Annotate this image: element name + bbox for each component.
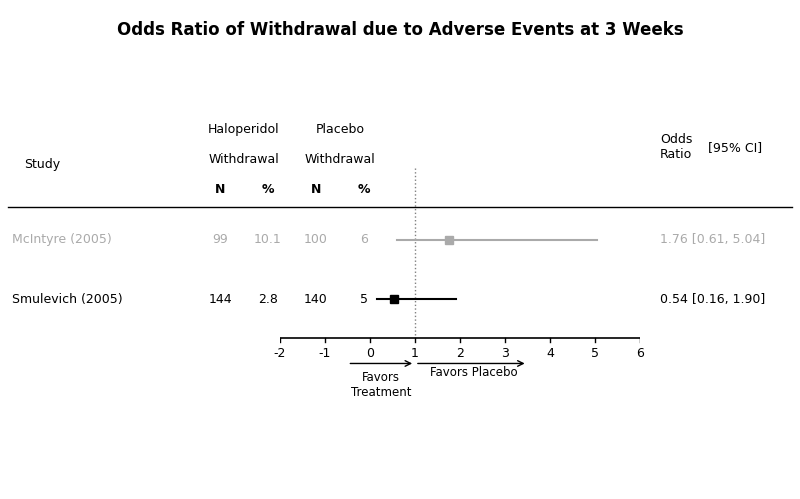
Text: -1: -1	[319, 347, 331, 360]
Text: Smulevich (2005): Smulevich (2005)	[12, 293, 122, 306]
Text: Haloperidol: Haloperidol	[208, 123, 280, 136]
Text: Favors Placebo: Favors Placebo	[430, 366, 518, 379]
Text: 4: 4	[546, 347, 554, 360]
Text: Placebo: Placebo	[315, 123, 365, 136]
Text: 2: 2	[456, 347, 464, 360]
Text: 2.8: 2.8	[258, 293, 278, 306]
Text: 0: 0	[366, 347, 374, 360]
Text: 1: 1	[411, 347, 419, 360]
Text: 0.54 [0.16, 1.90]: 0.54 [0.16, 1.90]	[660, 293, 766, 306]
Text: Study: Study	[24, 158, 60, 171]
Text: 6: 6	[636, 347, 644, 360]
Text: Withdrawal: Withdrawal	[305, 153, 375, 166]
Text: %: %	[262, 183, 274, 196]
Text: 140: 140	[304, 293, 328, 306]
Text: 3: 3	[501, 347, 509, 360]
Text: 10.1: 10.1	[254, 233, 282, 246]
Text: [95% CI]: [95% CI]	[708, 141, 762, 154]
Text: Odds
Ratio: Odds Ratio	[660, 133, 692, 161]
Text: Withdrawal: Withdrawal	[209, 153, 279, 166]
Text: -2: -2	[274, 347, 286, 360]
Text: 6: 6	[360, 233, 368, 246]
Text: McIntyre (2005): McIntyre (2005)	[12, 233, 112, 246]
Text: 99: 99	[212, 233, 228, 246]
Text: 100: 100	[304, 233, 328, 246]
Text: 1.76 [0.61, 5.04]: 1.76 [0.61, 5.04]	[660, 233, 766, 246]
Text: 144: 144	[208, 293, 232, 306]
Text: Odds Ratio of Withdrawal due to Adverse Events at 3 Weeks: Odds Ratio of Withdrawal due to Adverse …	[117, 21, 683, 39]
Text: 5: 5	[360, 293, 368, 306]
Text: Favors
Treatment: Favors Treatment	[351, 371, 411, 399]
Text: %: %	[358, 183, 370, 196]
Text: N: N	[215, 183, 225, 196]
Text: 5: 5	[591, 347, 599, 360]
Text: N: N	[311, 183, 321, 196]
